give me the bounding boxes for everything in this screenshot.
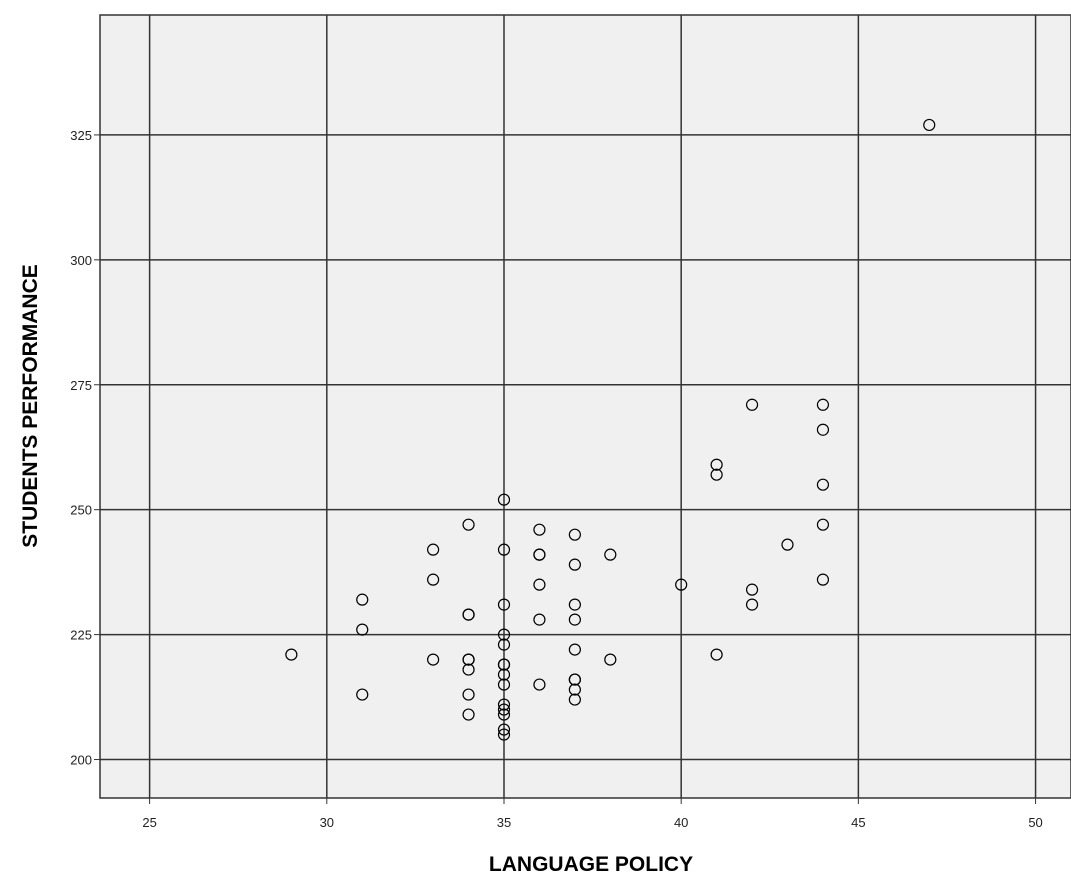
y-tick-label: 225 [70, 628, 92, 643]
data-point [816, 423, 830, 436]
y-tick-label: 275 [70, 378, 92, 393]
data-point [568, 643, 581, 656]
data-point [568, 528, 581, 541]
data-point [568, 693, 581, 706]
data-point [710, 648, 723, 661]
data-point [533, 678, 546, 691]
data-point [497, 668, 511, 681]
y-tick-label: 300 [70, 253, 92, 268]
data-point [816, 398, 830, 411]
data-point [533, 523, 546, 536]
x-tick-label: 50 [1028, 815, 1042, 830]
data-point [356, 688, 369, 701]
y-tick-label: 325 [70, 128, 92, 143]
y-tick-label: 250 [70, 503, 92, 518]
x-tick-label: 45 [851, 815, 865, 830]
x-tick-label: 35 [497, 815, 511, 830]
data-point [356, 623, 369, 636]
data-point [604, 548, 617, 561]
data-point [568, 558, 581, 571]
data-point [816, 518, 830, 531]
data-point [356, 593, 369, 606]
data-point [568, 598, 581, 611]
data-point [285, 648, 298, 661]
data-point [427, 653, 440, 666]
plot-area [99, 14, 1071, 799]
x-tick-label: 30 [320, 815, 334, 830]
data-point [497, 658, 511, 671]
data-point [781, 538, 794, 551]
data-point [462, 663, 475, 676]
data-point [923, 118, 936, 132]
data-point [675, 578, 688, 591]
data-point [568, 683, 581, 696]
data-point [497, 703, 511, 716]
data-point [497, 708, 511, 721]
gridlines [100, 15, 1071, 798]
data-point [462, 518, 475, 531]
data-point [533, 548, 546, 561]
data-point [462, 708, 475, 721]
x-tick-label: 25 [142, 815, 156, 830]
data-point [568, 613, 581, 626]
data-point [816, 478, 830, 491]
data-point [497, 493, 511, 506]
data-point [497, 678, 511, 691]
data-point [462, 608, 475, 621]
data-point [745, 598, 759, 611]
data-point [710, 458, 723, 471]
data-point [745, 398, 759, 411]
data-point [427, 543, 440, 556]
data-point [497, 628, 511, 641]
data-point [604, 653, 617, 666]
data-point [745, 583, 759, 596]
data-point [427, 573, 440, 586]
data-point [533, 578, 546, 591]
data-point [533, 613, 546, 626]
data-point [497, 598, 511, 611]
data-point [710, 468, 723, 481]
axis-ticks: 25 30 35 40 45 50 200 225 250 275 300 325 [70, 128, 1042, 830]
data-point [497, 728, 511, 741]
data-point [497, 723, 511, 736]
data-point [462, 688, 475, 701]
y-axis-title: STUDENTS PERFORMANCE [19, 264, 42, 548]
x-tick-label: 40 [674, 815, 688, 830]
y-tick-label: 200 [70, 753, 92, 768]
data-points [285, 118, 936, 741]
data-point [497, 638, 511, 651]
data-point [568, 673, 581, 686]
x-axis-title: LANGUAGE POLICY [489, 853, 693, 875]
data-point [497, 698, 511, 711]
data-point [497, 543, 511, 556]
data-point [816, 573, 830, 586]
data-point [462, 653, 475, 666]
